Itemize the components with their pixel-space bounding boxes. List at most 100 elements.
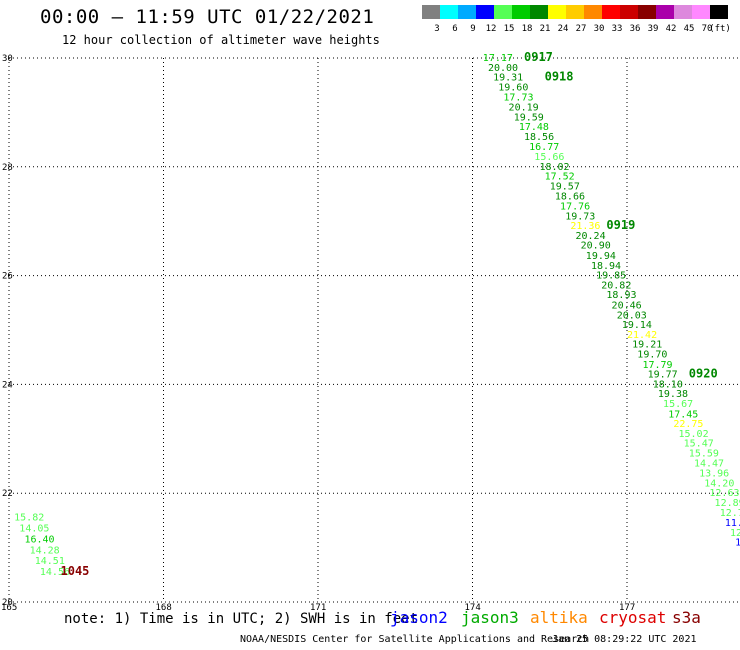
wave-height-value: 14.56 xyxy=(40,567,70,578)
wave-height-value: 19.38 xyxy=(658,389,688,400)
wave-height-value: 20.82 xyxy=(601,280,631,291)
legend-swatch xyxy=(656,5,674,19)
legend-label: 18 xyxy=(521,24,533,34)
legend-label: 12 xyxy=(485,24,497,34)
wave-height-value: 20.90 xyxy=(581,241,611,252)
mission-label: jason3 xyxy=(461,608,519,627)
wave-height-value: 18.66 xyxy=(555,192,585,203)
legend-swatch xyxy=(692,5,710,19)
lat-tick-label: 24 xyxy=(2,380,13,390)
wave-height-value: 11.88 xyxy=(725,518,740,529)
wave-height-value: 18.94 xyxy=(591,261,621,272)
legend-label: 39 xyxy=(647,24,659,34)
wave-height-value: 20.00 xyxy=(488,63,518,74)
footer-credit: NOAA/NESDIS Center for Satellite Applica… xyxy=(240,634,590,645)
legend-swatch xyxy=(638,5,656,19)
wave-height-value: 19.57 xyxy=(550,181,580,192)
wave-height-value: 20.19 xyxy=(509,103,539,114)
wave-height-value: 16.40 xyxy=(24,534,54,545)
legend-label: 6 xyxy=(452,24,458,34)
wave-height-value: 15.59 xyxy=(689,448,719,459)
wave-height-value: 15.67 xyxy=(663,399,693,410)
wave-height-value: 17.48 xyxy=(519,122,549,133)
lat-tick-label: 30 xyxy=(2,54,13,64)
legend-swatch xyxy=(674,5,692,19)
legend-swatch xyxy=(512,5,530,19)
time-label: 1045 xyxy=(61,564,90,578)
lat-tick-label: 28 xyxy=(2,163,13,173)
legend-label: 30 xyxy=(593,24,605,34)
wave-height-value: 14.05 xyxy=(19,524,49,535)
wave-height-value: 15.82 xyxy=(14,513,44,524)
time-label: 0920 xyxy=(689,367,718,381)
wave-height-value: 12.29 xyxy=(730,528,740,539)
legend-swatch xyxy=(422,5,440,19)
mission-label: s3a xyxy=(672,608,701,627)
wave-height-value: 19.60 xyxy=(498,82,528,93)
wave-height-value: 17.52 xyxy=(545,172,575,183)
wave-height-value: 10.99 xyxy=(735,538,740,549)
legend-label: 42 xyxy=(665,24,677,34)
wave-height-value: 16.77 xyxy=(529,142,559,153)
wave-height-value: 17.73 xyxy=(503,93,533,104)
legend-swatch xyxy=(458,5,476,19)
time-label: 0918 xyxy=(545,70,574,84)
wave-height-value: 19.59 xyxy=(514,112,544,123)
legend-label: 21 xyxy=(539,24,551,34)
wave-height-value: 20.03 xyxy=(617,310,647,321)
wave-height-value: 17.45 xyxy=(668,409,698,420)
wave-height-value: 20.46 xyxy=(612,301,642,312)
wave-height-value: 22.75 xyxy=(673,419,703,430)
legend-label: 15 xyxy=(503,24,515,34)
legend-label: 70 xyxy=(701,24,713,34)
wave-height-value: 18.10 xyxy=(653,379,683,390)
lon-tick-label: 165 xyxy=(1,603,17,613)
wave-height-value: 14.47 xyxy=(694,458,724,469)
page-subtitle: 12 hour collection of altimeter wave hei… xyxy=(62,33,380,47)
lon-tick-label: 174 xyxy=(465,603,481,613)
wave-height-value: 17.17 xyxy=(483,53,513,64)
wave-height-value: 20.24 xyxy=(576,231,606,242)
wave-height-value: 19.14 xyxy=(622,320,652,331)
wave-height-value: 19.21 xyxy=(632,340,662,351)
time-label: 0919 xyxy=(606,218,635,232)
wave-height-value: 15.02 xyxy=(679,429,709,440)
footer-note: note: 1) Time is in UTC; 2) SWH is in fe… xyxy=(64,611,419,627)
legend-label: 27 xyxy=(575,24,587,34)
wave-height-value: 21.42 xyxy=(627,330,657,341)
legend-unit: (ft) xyxy=(709,24,731,34)
legend-label: 36 xyxy=(629,24,641,34)
wave-height-value: 18.93 xyxy=(606,290,636,301)
wave-height-value: 18.02 xyxy=(539,162,569,173)
legend-swatch xyxy=(476,5,494,19)
wave-height-value: 14.51 xyxy=(35,556,65,567)
lon-tick-label: 168 xyxy=(156,603,172,613)
lat-tick-label: 22 xyxy=(2,489,13,499)
legend-label: 24 xyxy=(557,24,569,34)
wave-height-value: 17.76 xyxy=(560,202,590,213)
wave-height-value: 12.63 xyxy=(709,488,739,499)
wave-height-value: 19.70 xyxy=(637,349,667,360)
lat-tick-label: 20 xyxy=(2,598,13,608)
wave-height-value: 12.89 xyxy=(715,498,740,509)
wave-height-value: 12.70 xyxy=(720,508,740,519)
wave-height-value: 21.36 xyxy=(570,221,600,232)
mission-label: altika xyxy=(530,608,588,627)
wave-height-value: 15.47 xyxy=(684,439,714,450)
legend-label: 9 xyxy=(470,24,476,34)
legend-swatch xyxy=(548,5,566,19)
wave-height-value: 15.66 xyxy=(534,152,564,163)
wave-height-value: 14.28 xyxy=(30,545,60,556)
legend-swatch xyxy=(602,5,620,19)
legend-label: 3 xyxy=(434,24,440,34)
mission-label: jason2 xyxy=(390,608,448,627)
wave-height-value: 19.77 xyxy=(648,370,678,381)
footer-timestamp: Jan 25 08:29:22 UTC 2021 xyxy=(552,634,697,645)
legend-swatch xyxy=(494,5,512,19)
legend-label: 45 xyxy=(683,24,695,34)
wave-height-value: 14.20 xyxy=(704,478,734,489)
wave-height-value: 18.56 xyxy=(524,132,554,143)
legend-label: 33 xyxy=(611,24,623,34)
